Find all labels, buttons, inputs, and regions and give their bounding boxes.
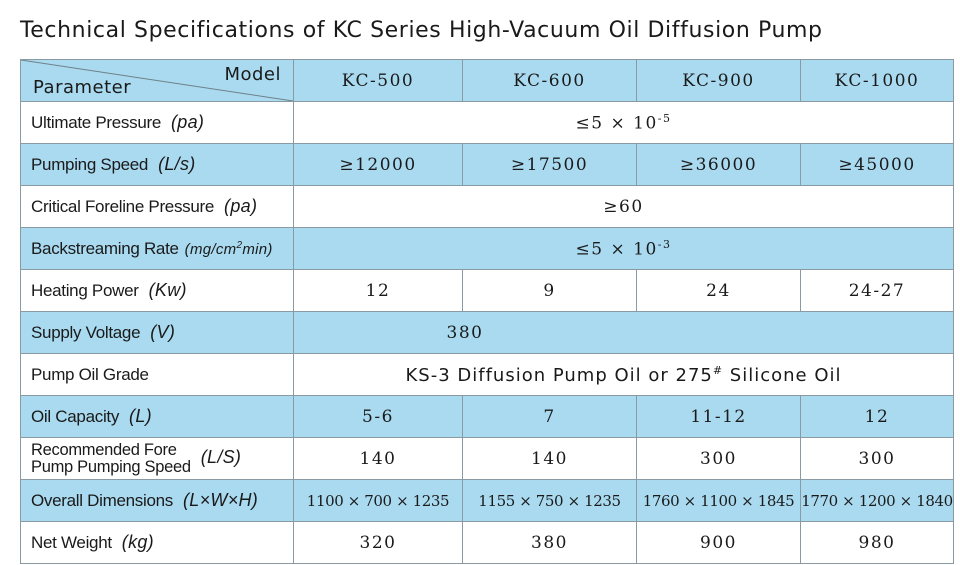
value-cell: 1770 × 1200 × 1840	[800, 479, 954, 522]
row-backstreaming: Backstreaming Rate (mg/cm2min) ≤5 × 10-3	[20, 227, 954, 270]
param-label: Heating Power (Kw)	[20, 269, 294, 312]
value-cell: 24	[636, 269, 801, 312]
value-cell: 900	[636, 521, 801, 564]
value-cell: ≥17500	[462, 143, 637, 186]
value-cell: ≥12000	[293, 143, 463, 186]
unit-label: (mg/cm2min)	[184, 239, 273, 258]
value-cell: 140	[293, 437, 463, 480]
value-cell: ≥45000	[800, 143, 954, 186]
value-cell: 320	[293, 521, 463, 564]
model-header-label: Model	[224, 64, 281, 85]
value-cell: 5-6	[293, 395, 463, 438]
unit-label: (pa)	[171, 112, 205, 132]
value-cell: 300	[800, 437, 954, 480]
row-heating-power: Heating Power (Kw) 12 9 24 24-27	[20, 269, 954, 312]
parameter-header-label: Parameter	[33, 77, 132, 98]
row-net-weight: Net Weight (kg) 320 380 900 980	[20, 521, 954, 564]
model-kc500: KC-500	[293, 59, 463, 102]
param-label: Supply Voltage (V)	[20, 311, 294, 354]
param-label: Oil Capacity (L)	[20, 395, 294, 438]
unit-label: (L)	[129, 406, 152, 426]
value-cell: 7	[462, 395, 637, 438]
unit-label: (V)	[150, 322, 176, 342]
value-cell: 300	[636, 437, 801, 480]
value-cell: 140	[462, 437, 637, 480]
value-cell: 1155 × 750 × 1235	[462, 479, 637, 522]
value-cell: 1100 × 700 × 1235	[293, 479, 463, 522]
param-label: Net Weight (kg)	[20, 521, 294, 564]
model-kc600: KC-600	[462, 59, 637, 102]
param-label: Overall Dimensions (L×W×H)	[20, 479, 294, 522]
diagonal-divider	[21, 60, 293, 101]
param-label: Ultimate Pressure (pa)	[20, 101, 294, 144]
param-label: Pumping Speed (L/s)	[20, 143, 294, 186]
value-cell: 11-12	[636, 395, 801, 438]
row-fore-pump: Recommended Fore Pump Pumping Speed (L/S) …	[20, 437, 954, 480]
value-cell: 12	[293, 269, 463, 312]
row-supply-voltage: Supply Voltage (V) 380	[20, 311, 954, 354]
header-corner-cell: Model Parameter	[20, 59, 294, 102]
value-cell: KS-3 Diffusion Pump Oil or 275# Silicone…	[293, 353, 954, 396]
value-cell: 12	[800, 395, 954, 438]
value-cell: 9	[462, 269, 637, 312]
value-cell: 1760 × 1100 × 1845	[636, 479, 801, 522]
param-label: Backstreaming Rate (mg/cm2min)	[20, 227, 294, 270]
param-label: Critical Foreline Pressure (pa)	[20, 185, 294, 228]
row-dimensions: Overall Dimensions (L×W×H) 1100 × 700 × 1…	[20, 479, 954, 522]
value-cell: ≥60	[293, 185, 954, 228]
row-ultimate-pressure: Ultimate Pressure (pa) ≤5 × 10-5	[20, 101, 954, 144]
unit-label: (kg)	[121, 532, 154, 552]
unit-label: (pa)	[224, 196, 258, 216]
row-critical-foreline: Critical Foreline Pressure (pa) ≥60	[20, 185, 954, 228]
row-pump-oil: Pump Oil Grade KS-3 Diffusion Pump Oil o…	[20, 353, 954, 396]
unit-label: (L/s)	[158, 154, 196, 174]
page-title: Technical Specifications of KC Series Hi…	[20, 18, 823, 43]
spec-table: Model Parameter KC-500 KC-600 KC-900 KC-…	[20, 59, 954, 564]
value-cell: ≥36000	[636, 143, 801, 186]
unit-label: (L×W×H)	[182, 490, 259, 510]
model-kc1000: KC-1000	[800, 59, 954, 102]
unit-label: (L/S)	[200, 446, 242, 467]
value-cell: ≤5 × 10-3	[293, 227, 954, 270]
header-row: Model Parameter KC-500 KC-600 KC-900 KC-…	[20, 59, 954, 102]
value-cell-empty	[636, 311, 954, 354]
value-cell: 980	[800, 521, 954, 564]
value-cell: 24-27	[800, 269, 954, 312]
param-label: Pump Oil Grade	[20, 353, 294, 396]
value-cell: ≤5 × 10-5	[293, 101, 954, 144]
param-label: Recommended Fore Pump Pumping Speed (L/S)	[20, 437, 294, 480]
value-cell: 380	[462, 521, 637, 564]
row-pumping-speed: Pumping Speed (L/s) ≥12000 ≥17500 ≥36000 …	[20, 143, 954, 186]
unit-label: (Kw)	[148, 280, 187, 300]
model-kc900: KC-900	[636, 59, 801, 102]
value-cell: 380	[293, 311, 637, 354]
row-oil-capacity: Oil Capacity (L) 5-6 7 11-12 12	[20, 395, 954, 438]
